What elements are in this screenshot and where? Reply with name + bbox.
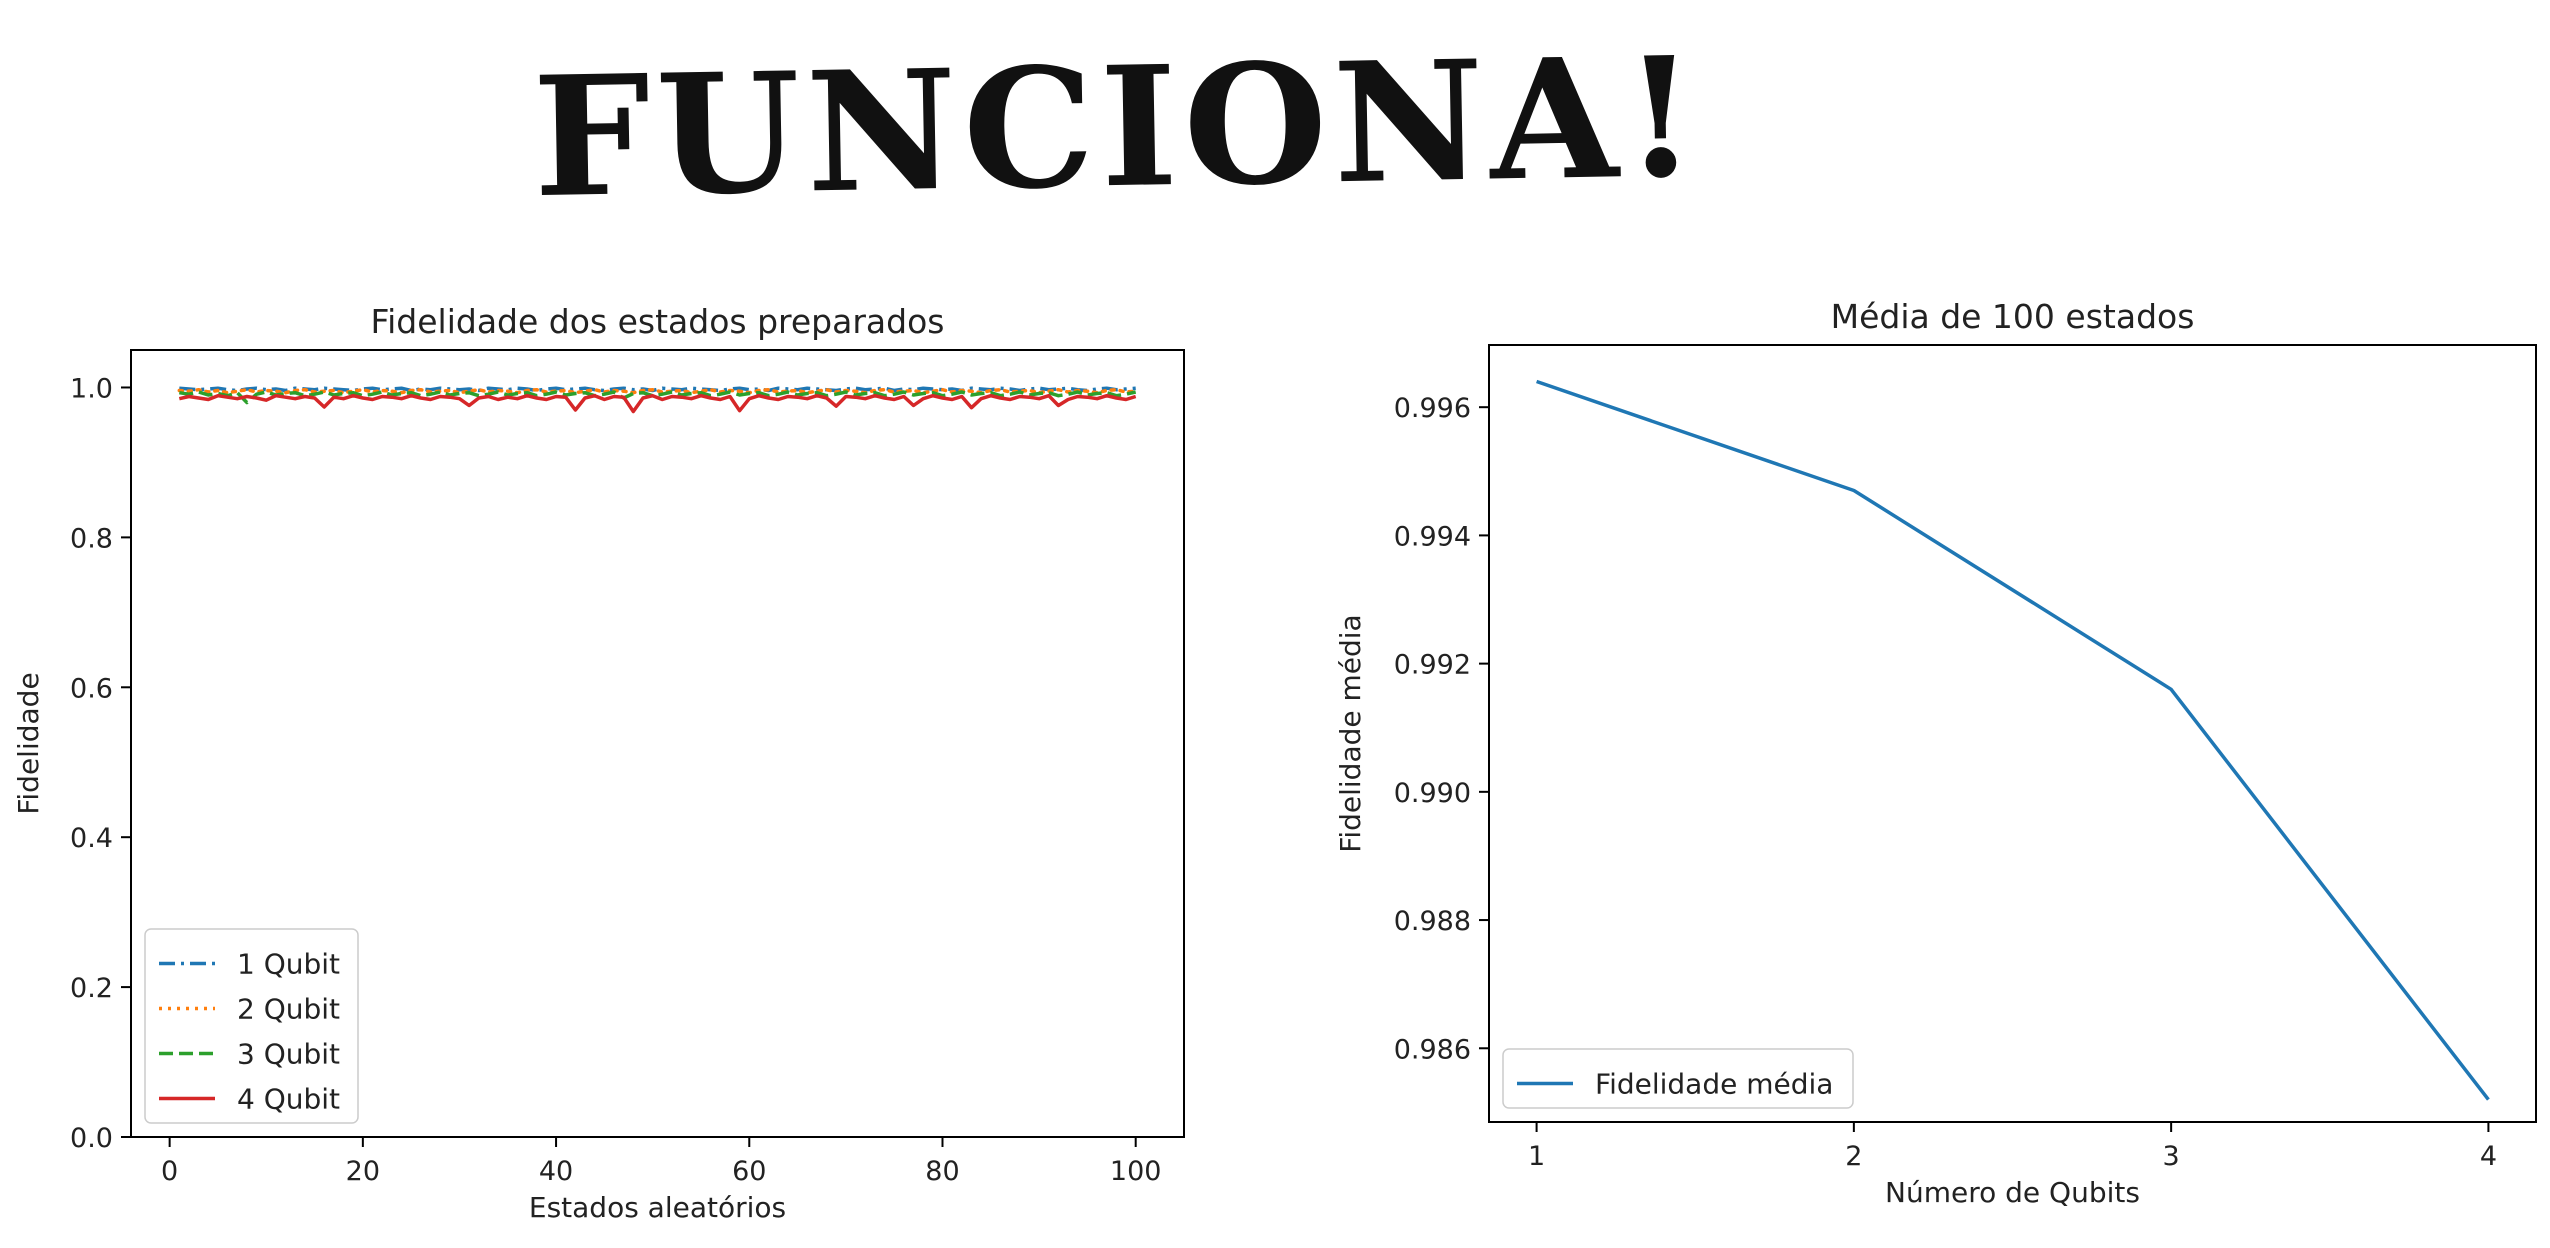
y-tick-label: 1.0 — [70, 373, 113, 404]
x-tick-label: 80 — [925, 1156, 959, 1187]
legend-label-3: 4 Qubit — [237, 1083, 340, 1116]
y-axis-label: Fidelidade — [12, 672, 45, 814]
chart-mean-fidelity: 1 2 3 4 0.986 0.988 0.990 0.992 0.994 0.996 Média … — [1334, 297, 2537, 1209]
series-line-3 — [178, 393, 1137, 414]
y-tick-label: 0.994 — [1394, 521, 1471, 552]
x-tick-label: 2 — [1845, 1141, 1862, 1172]
y-tick-label: 0.990 — [1394, 778, 1471, 809]
x-axis-label: Estados aleatórios — [529, 1191, 786, 1224]
x-tick-label: 20 — [346, 1156, 380, 1187]
y-tick-label: 0.2 — [70, 973, 113, 1004]
y-axis-label: Fidelidade média — [1334, 614, 1367, 852]
headline-text: FUNCIONA! — [531, 20, 1704, 234]
legend-label-0: Fidelidade média — [1595, 1068, 1833, 1101]
chart-fidelity-per-state: 0 20 40 60 80 100 0.0 0.2 0.4 0.6 0.8 1.0 Fidelidade… — [12, 302, 1185, 1224]
legend-label-0: 1 Qubit — [237, 948, 340, 981]
x-tick-label: 4 — [2480, 1141, 2497, 1172]
y-tick-label: 0.988 — [1394, 906, 1471, 937]
x-tick-label: 60 — [732, 1156, 766, 1187]
legend-box — [144, 928, 359, 1124]
legend-label-2: 3 Qubit — [237, 1038, 340, 1071]
series-line-1 — [177, 387, 1138, 395]
legend-label-1: 2 Qubit — [237, 993, 340, 1026]
y-tick-label: 0.0 — [70, 1123, 113, 1154]
x-tick-label: 0 — [161, 1156, 178, 1187]
y-tick-label: 0.4 — [70, 823, 113, 854]
y-tick-label: 0.8 — [70, 523, 113, 554]
series-line-0 — [179, 386, 1136, 393]
chart-title: Média de 100 estados — [1831, 297, 2195, 336]
series-line-0 — [1536, 379, 2490, 1101]
x-tick-label: 100 — [1110, 1156, 1162, 1187]
y-tick-label: 0.996 — [1394, 393, 1471, 424]
x-tick-label: 1 — [1528, 1141, 1545, 1172]
axes-frame — [130, 349, 1185, 1138]
y-tick-label: 0.992 — [1394, 650, 1471, 681]
chart-title: Fidelidade dos estados preparados — [371, 302, 945, 341]
y-tick-label: 0.986 — [1394, 1034, 1471, 1065]
axes-frame — [1488, 344, 2537, 1123]
series-line-2 — [179, 390, 1137, 405]
x-tick-label: 3 — [2163, 1141, 2180, 1172]
x-axis-label: Número de Qubits — [1885, 1176, 2140, 1209]
legend-box — [1502, 1048, 1854, 1109]
x-tick-label: 40 — [539, 1156, 573, 1187]
y-tick-label: 0.6 — [70, 673, 113, 704]
